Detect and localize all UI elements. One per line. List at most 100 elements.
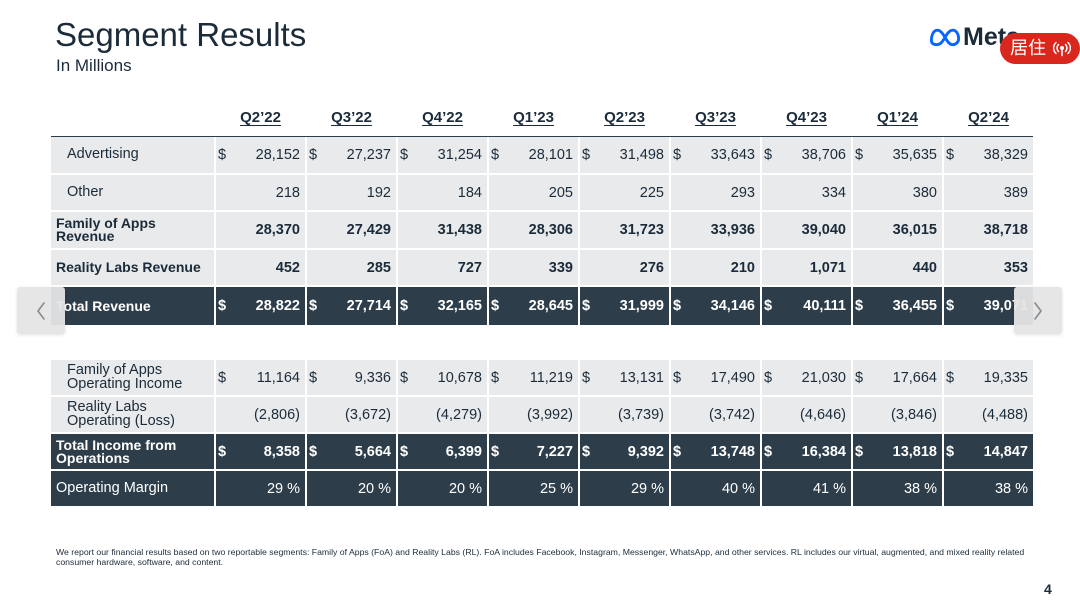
value-cell: 27,429 — [307, 212, 396, 248]
value-cell: (4,279) — [398, 397, 487, 432]
value-cell: $9,336 — [307, 360, 396, 395]
row-label-cell: Reality Labs Revenue — [51, 250, 214, 285]
cell-value: 40 % — [721, 480, 755, 497]
currency-symbol: $ — [400, 369, 409, 386]
currency-symbol: $ — [218, 147, 227, 163]
cell-value: 20 % — [357, 480, 391, 497]
value-cell: $17,664 — [853, 360, 942, 395]
cell-value: 5,664 — [354, 443, 391, 460]
value-cell: $17,490 — [671, 360, 760, 395]
cell-value: 225 — [639, 184, 664, 201]
cell-value: 38 % — [903, 480, 937, 497]
value-cell: $32,165 — [398, 287, 487, 325]
chevron-right-icon — [1034, 301, 1042, 320]
value-cell: 31,438 — [398, 212, 487, 248]
value-cell: $34,146 — [671, 287, 760, 325]
broadcast-icon — [1053, 41, 1071, 56]
currency-symbol: $ — [309, 298, 318, 314]
cell-value: 11,219 — [529, 369, 573, 386]
cell-value: 380 — [912, 184, 937, 201]
cell-value: 16,384 — [801, 443, 846, 460]
cell-value: 33,936 — [710, 222, 755, 238]
row-label-cell: Advertising — [51, 137, 214, 173]
cell-value: (2,806) — [254, 406, 300, 423]
currency-symbol: $ — [673, 443, 682, 460]
cell-value: 27,714 — [346, 298, 391, 314]
currency-symbol: $ — [218, 369, 227, 386]
quarter-header: Q2’24 — [968, 109, 1009, 126]
next-slide-button[interactable] — [1014, 287, 1062, 334]
cell-value: 184 — [457, 184, 482, 201]
value-cell: 218 — [216, 175, 305, 210]
cell-value: 40,111 — [803, 298, 846, 314]
value-cell: $28,101 — [489, 137, 578, 173]
value-cell: 285 — [307, 250, 396, 285]
value-cell: 28,370 — [216, 212, 305, 248]
value-cell: $27,237 — [307, 137, 396, 173]
cell-value: 38,718 — [983, 222, 1028, 238]
row-label: Other — [67, 183, 104, 200]
quarter-header: Q1’24 — [877, 109, 918, 126]
value-cell: $28,822 — [216, 287, 305, 325]
cell-value: 31,999 — [619, 298, 664, 314]
cell-value: 17,664 — [892, 369, 937, 386]
row-label: Family of Apps Revenue — [56, 215, 156, 244]
value-cell: 38 % — [944, 471, 1033, 506]
value-cell: 192 — [307, 175, 396, 210]
row-label: Operating Margin — [56, 479, 169, 496]
cell-value: 7,227 — [536, 443, 573, 460]
value-cell: 184 — [398, 175, 487, 210]
cell-value: 27,429 — [346, 222, 391, 238]
value-cell: 339 — [489, 250, 578, 285]
value-cell: (3,739) — [580, 397, 669, 432]
value-cell: $13,818 — [853, 434, 942, 469]
value-cell: 293 — [671, 175, 760, 210]
value-cell: $13,131 — [580, 360, 669, 395]
value-cell: 20 % — [307, 471, 396, 506]
value-cell: $38,706 — [762, 137, 851, 173]
cell-value: 35,635 — [892, 147, 937, 163]
table-row-reality-labs-revenue: Reality Labs Revenue 452 285 727 339 276 210 1,… — [51, 250, 1033, 285]
value-cell: 452 — [216, 250, 305, 285]
currency-symbol: $ — [855, 443, 864, 460]
value-cell: $31,254 — [398, 137, 487, 173]
value-cell: $38,329 — [944, 137, 1033, 173]
currency-symbol: $ — [400, 147, 409, 163]
cell-value: 727 — [457, 259, 482, 276]
currency-symbol: $ — [582, 298, 591, 314]
category-badge[interactable]: 居住 — [1000, 33, 1080, 64]
currency-symbol: $ — [855, 369, 864, 386]
currency-symbol: $ — [491, 298, 500, 314]
previous-slide-button[interactable] — [17, 287, 65, 334]
value-cell: 29 % — [216, 471, 305, 506]
table-row-family-of-apps-revenue: Family of Apps Revenue 28,370 27,429 31,438… — [51, 212, 1033, 248]
cell-value: (3,992) — [527, 406, 573, 423]
cell-value: 285 — [366, 259, 391, 276]
value-cell: 28,306 — [489, 212, 578, 248]
value-cell: $35,635 — [853, 137, 942, 173]
value-cell: (4,646) — [762, 397, 851, 432]
value-cell: $11,164 — [216, 360, 305, 395]
value-cell: 210 — [671, 250, 760, 285]
row-label: Total Revenue — [56, 297, 151, 314]
value-cell: (2,806) — [216, 397, 305, 432]
currency-symbol: $ — [946, 369, 955, 386]
cell-value: (4,279) — [436, 406, 482, 423]
currency-symbol: $ — [218, 298, 227, 314]
meta-infinity-icon — [929, 28, 961, 47]
cell-value: 218 — [275, 184, 300, 201]
value-cell: $11,219 — [489, 360, 578, 395]
quarter-header: Q4’22 — [422, 109, 463, 126]
cell-value: 8,358 — [263, 443, 300, 460]
currency-symbol: $ — [946, 298, 955, 314]
value-cell: 380 — [853, 175, 942, 210]
cell-value: 21,030 — [801, 369, 846, 386]
cell-value: 1,071 — [809, 259, 846, 276]
currency-symbol: $ — [309, 369, 318, 386]
page-number: 4 — [1044, 581, 1052, 597]
cell-value: 389 — [1003, 184, 1028, 201]
cell-value: (3,846) — [891, 406, 937, 423]
footnote: We report our financial results based on… — [56, 547, 1025, 567]
value-cell: $7,227 — [489, 434, 578, 469]
currency-symbol: $ — [673, 147, 682, 163]
